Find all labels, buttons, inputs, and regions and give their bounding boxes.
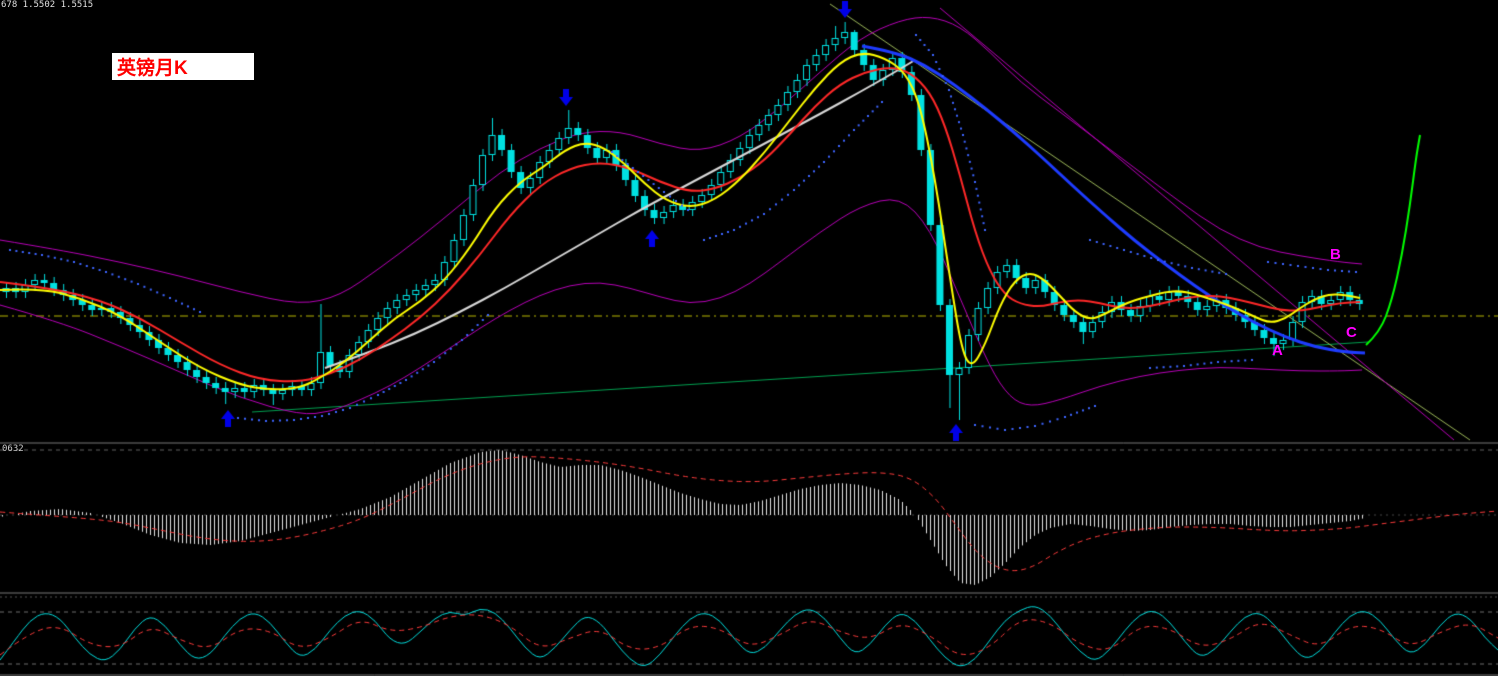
symbol-quote-text: 678 1.5502 1.5515 — [1, 0, 94, 10]
wave-letter-B[interactable]: B — [1330, 246, 1341, 263]
chart-label-text: 英镑月K — [117, 58, 188, 79]
macd-level-value: 0632 — [2, 444, 24, 454]
chart-label-box[interactable]: 英镑月K — [112, 53, 254, 80]
wave-letter-A[interactable]: A — [1272, 342, 1283, 359]
wave-letter-C[interactable]: C — [1346, 324, 1357, 341]
